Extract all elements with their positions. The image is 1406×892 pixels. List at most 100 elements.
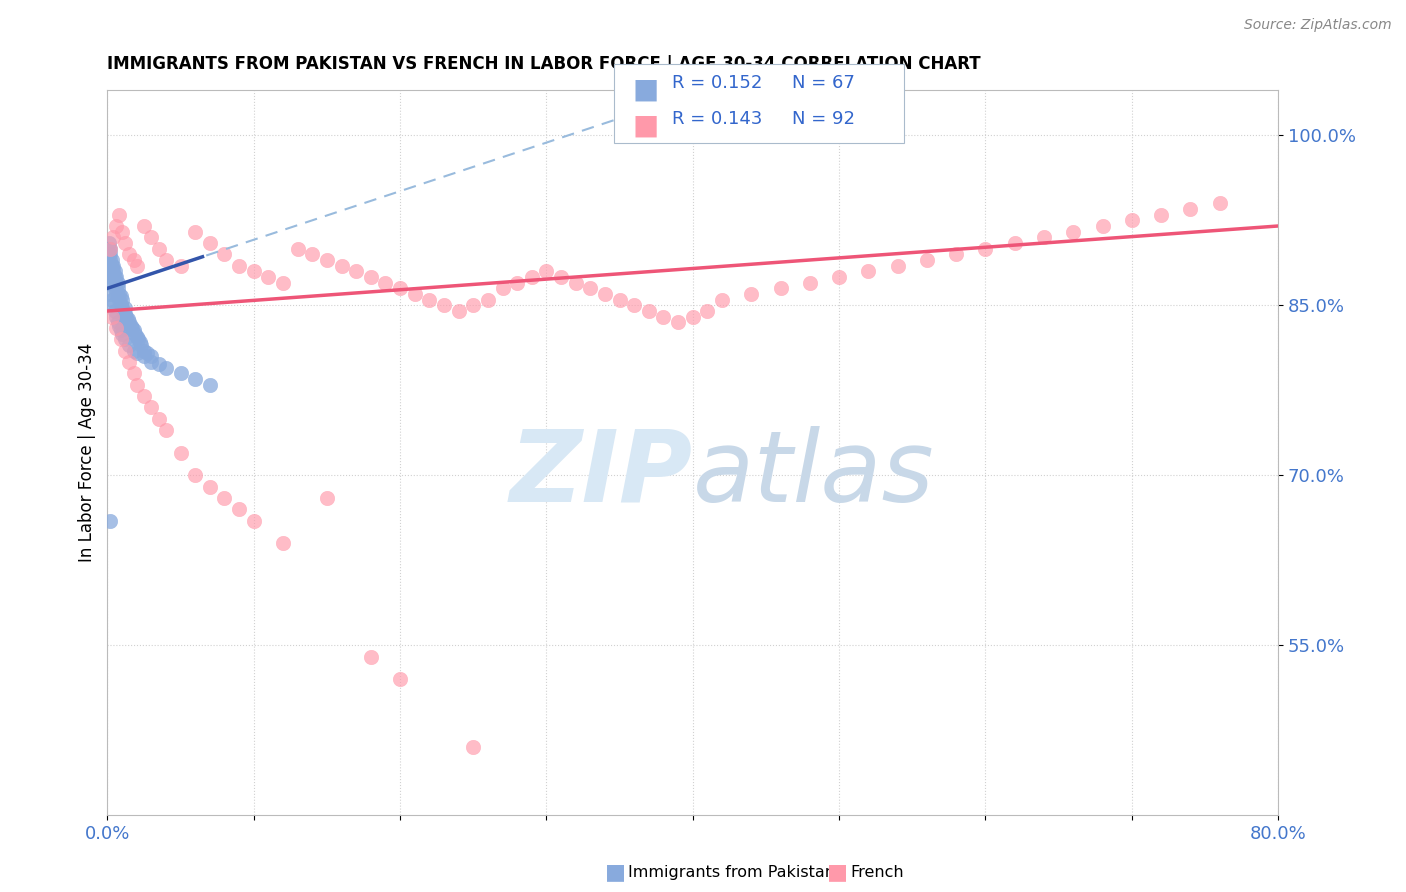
Point	[98, 242, 121, 256]
Point	[118, 315, 141, 329]
Point	[105, 310, 128, 324]
Point	[169, 259, 191, 273]
Point	[122, 367, 145, 381]
Text: Immigrants from Pakistan: Immigrants from Pakistan	[628, 865, 835, 880]
Point	[100, 259, 122, 273]
Point	[105, 287, 128, 301]
Point	[122, 323, 145, 337]
Point	[404, 287, 426, 301]
Point	[97, 235, 120, 250]
Point	[98, 252, 121, 267]
Point	[491, 281, 513, 295]
Point	[915, 252, 938, 267]
Point	[433, 298, 456, 312]
Point	[132, 343, 155, 358]
Point	[623, 298, 645, 312]
Point	[105, 270, 128, 285]
Point	[111, 326, 134, 341]
Point	[652, 310, 675, 324]
Point	[198, 480, 221, 494]
Point	[447, 304, 470, 318]
Point	[257, 270, 280, 285]
Point	[107, 281, 129, 295]
Point	[125, 346, 148, 360]
Point	[374, 276, 396, 290]
Point	[107, 289, 129, 303]
Point	[105, 321, 128, 335]
Point	[228, 259, 250, 273]
Point	[593, 287, 616, 301]
Text: IMMIGRANTS FROM PAKISTAN VS FRENCH IN LABOR FORCE | AGE 30-34 CORRELATION CHART: IMMIGRANTS FROM PAKISTAN VS FRENCH IN LA…	[107, 55, 981, 73]
Point	[105, 276, 128, 290]
Point	[111, 293, 134, 307]
Text: ■: ■	[827, 863, 848, 882]
Point	[682, 310, 704, 324]
Point	[110, 323, 132, 337]
Text: ■: ■	[633, 76, 659, 103]
Point	[242, 264, 264, 278]
Point	[103, 264, 125, 278]
Point	[125, 330, 148, 344]
Point	[135, 346, 157, 360]
Point	[107, 315, 129, 329]
Point	[389, 281, 412, 295]
Point	[111, 301, 134, 315]
Point	[696, 304, 718, 318]
Point	[506, 276, 529, 290]
Point	[214, 491, 236, 505]
Point	[100, 293, 122, 307]
Point	[148, 357, 170, 371]
Point	[112, 304, 135, 318]
Point	[637, 304, 659, 318]
Point	[271, 536, 294, 550]
Text: ■: ■	[633, 112, 659, 139]
Text: ■: ■	[605, 863, 626, 882]
Text: French: French	[851, 865, 904, 880]
Point	[609, 293, 631, 307]
Point	[122, 252, 145, 267]
Point	[1150, 208, 1173, 222]
Point	[98, 264, 121, 278]
Point	[110, 298, 132, 312]
Point	[1004, 235, 1026, 250]
Point	[184, 468, 207, 483]
Point	[1121, 213, 1143, 227]
Point	[108, 287, 131, 301]
Point	[110, 332, 132, 346]
Point	[118, 338, 141, 352]
Point	[115, 310, 138, 324]
Point	[828, 270, 851, 285]
Point	[104, 264, 127, 278]
Point	[98, 514, 121, 528]
Text: N = 67: N = 67	[792, 74, 855, 92]
Point	[97, 276, 120, 290]
Point	[301, 247, 323, 261]
Point	[103, 298, 125, 312]
Point	[463, 298, 485, 312]
Point	[107, 276, 129, 290]
Point	[117, 312, 139, 326]
Point	[1062, 225, 1084, 239]
Point	[127, 332, 149, 346]
Point	[148, 242, 170, 256]
Point	[1091, 219, 1114, 233]
Point	[141, 230, 163, 244]
Point	[1180, 202, 1202, 216]
Point	[108, 208, 131, 222]
Point	[579, 281, 602, 295]
Point	[104, 281, 127, 295]
Point	[214, 247, 236, 261]
Point	[105, 219, 128, 233]
Point	[169, 367, 191, 381]
Point	[97, 247, 120, 261]
Point	[108, 293, 131, 307]
Text: R = 0.152: R = 0.152	[672, 74, 762, 92]
Point	[129, 338, 152, 352]
Point	[974, 242, 997, 256]
Point	[104, 304, 127, 318]
Point	[360, 649, 382, 664]
Point	[114, 301, 136, 315]
Point	[114, 343, 136, 358]
Point	[128, 334, 150, 349]
Point	[114, 332, 136, 346]
